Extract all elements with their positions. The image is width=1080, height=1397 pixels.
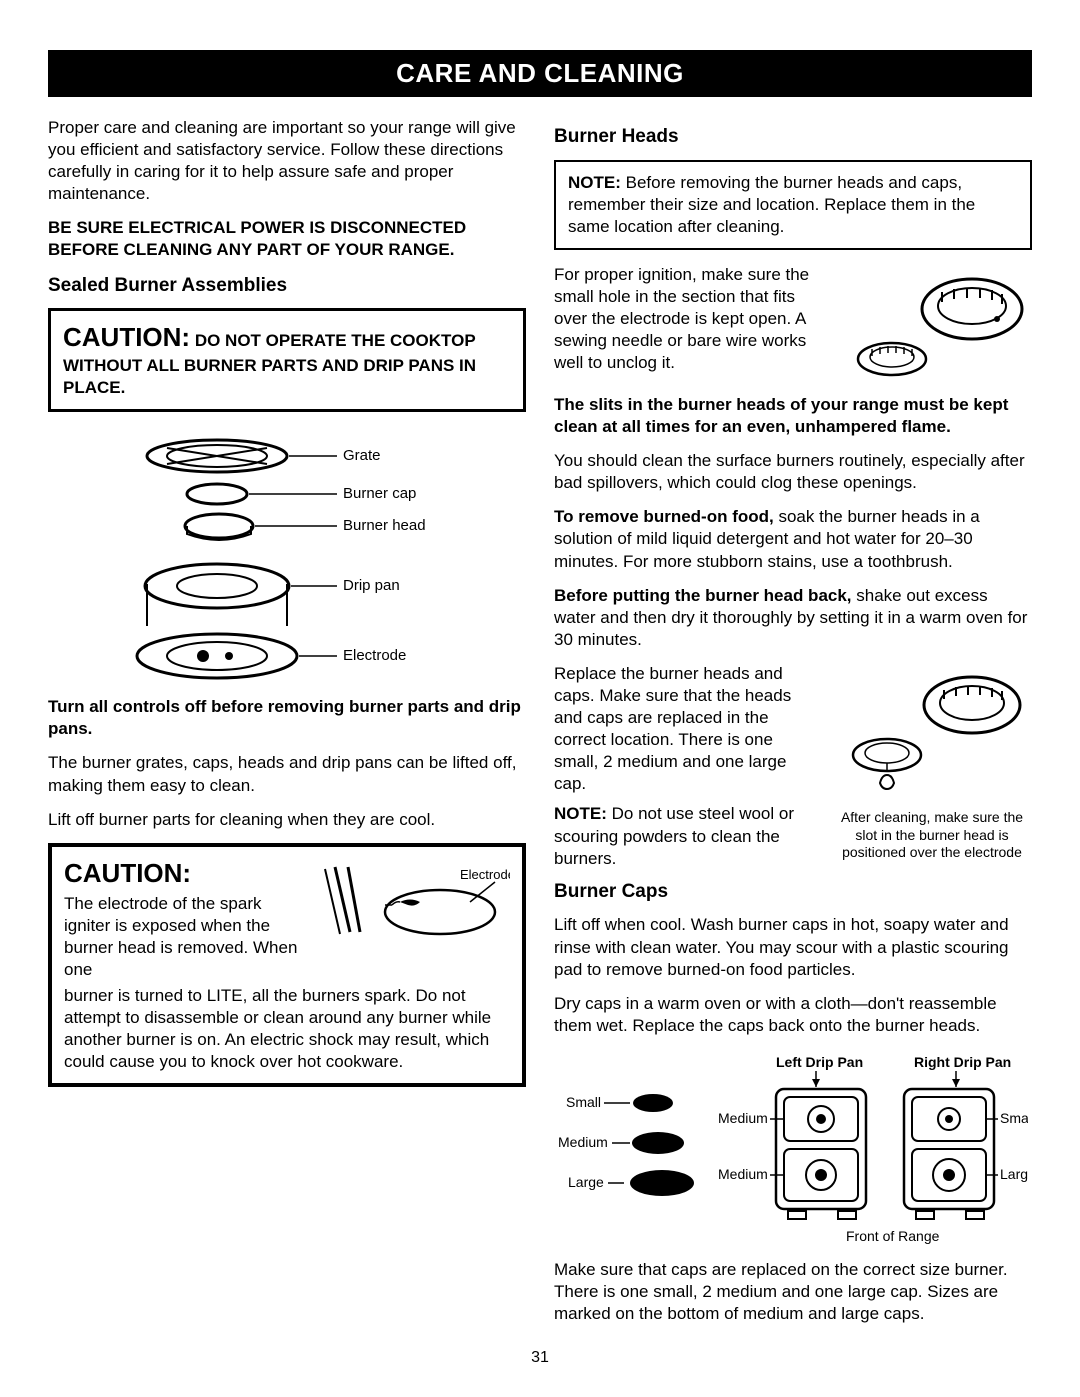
ignition-row: For proper ignition, make sure the small… bbox=[554, 264, 1032, 384]
small-label-left: Small bbox=[566, 1094, 601, 1110]
remove-food: To remove burned-on food, soak the burne… bbox=[554, 506, 1032, 572]
medium-label-a: Medium bbox=[718, 1110, 768, 1126]
caps-dry: Dry caps in a warm oven or with a cloth—… bbox=[554, 993, 1032, 1037]
caution-box-1: CAUTION: DO NOT OPERATE THE COOKTOP WITH… bbox=[48, 308, 526, 412]
label-grate: Grate bbox=[343, 447, 381, 464]
no-steel-wool: NOTE: Do not use steel wool or scouring … bbox=[554, 803, 820, 869]
large-label-right: Large bbox=[1000, 1166, 1028, 1182]
large-label-left: Large bbox=[568, 1174, 604, 1190]
intro-paragraph: Proper care and cleaning are important s… bbox=[48, 117, 526, 205]
label-pan: Drip pan bbox=[343, 577, 400, 594]
remove-food-bold: To remove burned-on food, bbox=[554, 507, 774, 526]
left-pan-label: Left Drip Pan bbox=[776, 1054, 863, 1070]
page: CARE AND CLEANING Proper care and cleani… bbox=[0, 0, 1080, 1397]
caps-wash: Lift off when cool. Wash burner caps in … bbox=[554, 914, 1032, 980]
burner-head-diagram-1 bbox=[842, 264, 1032, 384]
note-text: Before removing the burner heads and cap… bbox=[568, 173, 975, 236]
right-pan-label: Right Drip Pan bbox=[914, 1054, 1011, 1070]
note-bold: NOTE: bbox=[568, 173, 621, 192]
caps-correct-size: Make sure that caps are replaced on the … bbox=[554, 1259, 1032, 1325]
after-cleaning-note: After cleaning, make sure the slot in th… bbox=[832, 809, 1032, 862]
front-of-range-label: Front of Range bbox=[846, 1228, 940, 1244]
heading-burner-caps: Burner Caps bbox=[554, 880, 1032, 905]
burner-exploded-diagram: Grate Burner cap Burner head Drip pan bbox=[107, 426, 467, 686]
lift-off-info: The burner grates, caps, heads and drip … bbox=[48, 752, 526, 796]
left-column: Proper care and cleaning are important s… bbox=[48, 117, 526, 1337]
turn-controls-off: Turn all controls off before removing bu… bbox=[48, 696, 526, 740]
replace-row: Replace the burner heads and caps. Make … bbox=[554, 663, 1032, 870]
before-putting-back: Before putting the burner head back, sha… bbox=[554, 585, 1032, 651]
note2-bold: NOTE: bbox=[554, 804, 607, 823]
page-number: 31 bbox=[48, 1349, 1032, 1367]
caution2-row: CAUTION: The electrode of the spark igni… bbox=[64, 857, 510, 981]
note-box: NOTE: Before removing the burner heads a… bbox=[554, 160, 1032, 250]
before-bold: Before putting the burner head back, bbox=[554, 586, 852, 605]
caution-title: CAUTION: bbox=[63, 322, 190, 352]
medium-label-b: Medium bbox=[718, 1166, 768, 1182]
right-column: Burner Heads NOTE: Before removing the b… bbox=[554, 117, 1032, 1337]
two-column-layout: Proper care and cleaning are important s… bbox=[48, 117, 1032, 1337]
small-label-right: Small bbox=[1000, 1110, 1028, 1126]
burner-head-diagram-2 bbox=[832, 663, 1032, 803]
power-warning: BE SURE ELECTRICAL POWER IS DISCONNECTED… bbox=[48, 217, 526, 261]
label-electrode: Electrode bbox=[343, 647, 406, 664]
label-head: Burner head bbox=[343, 517, 426, 534]
electrode-diagram-icon: Electrode bbox=[320, 857, 510, 947]
slits-clean: The slits in the burner heads of your ra… bbox=[554, 394, 1032, 438]
when-cool-info: Lift off burner parts for cleaning when … bbox=[48, 809, 526, 831]
replace-text: Replace the burner heads and caps. Make … bbox=[554, 663, 820, 796]
heading-sealed-burner: Sealed Burner Assemblies bbox=[48, 274, 526, 299]
section-banner: CARE AND CLEANING bbox=[48, 50, 1032, 97]
electrode-callout: Electrode bbox=[460, 867, 510, 882]
routine-clean: You should clean the surface burners rou… bbox=[554, 450, 1032, 494]
caution2-title: CAUTION: bbox=[64, 858, 191, 888]
caution2-text-b: burner is turned to LITE, all the burner… bbox=[64, 985, 510, 1073]
caps-layout-diagram: Small Medium Large Left Drip Pan Right D… bbox=[558, 1049, 1028, 1249]
heading-burner-heads: Burner Heads bbox=[554, 125, 1032, 150]
caution2-text-a: The electrode of the spark igniter is ex… bbox=[64, 893, 308, 981]
label-cap: Burner cap bbox=[343, 485, 416, 502]
ignition-text: For proper ignition, make sure the small… bbox=[554, 264, 830, 374]
caution-box-2: CAUTION: The electrode of the spark igni… bbox=[48, 843, 526, 1088]
medium-label-left: Medium bbox=[558, 1134, 608, 1150]
